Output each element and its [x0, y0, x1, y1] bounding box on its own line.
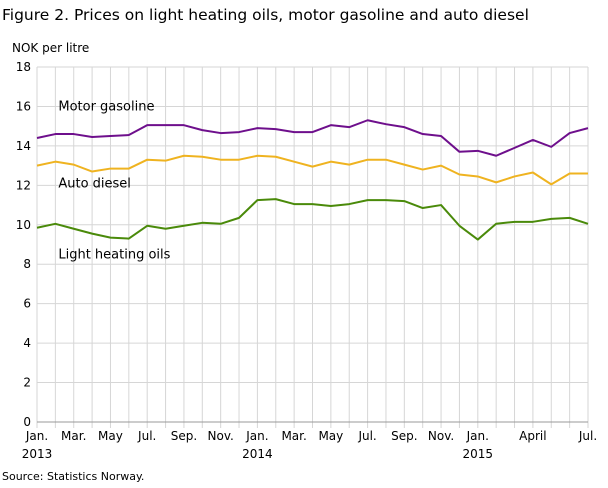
x-tick-label: Nov. — [428, 429, 454, 443]
y-tick-label: 8 — [23, 257, 31, 271]
y-axis-label: NOK per litre — [12, 41, 89, 55]
x-tick-label: Sep. — [391, 429, 417, 443]
chart-title: Figure 2. Prices on light heating oils, … — [2, 6, 529, 24]
line-chart: NOK per litre 0 2 4 6 8 10 12 14 16 18 Jan. 2013 Mar… — [12, 41, 597, 461]
x-tick-label: Jul. — [137, 429, 156, 443]
x-tick-label: Jan. — [245, 429, 268, 443]
x-tick-label: Sep. — [171, 429, 197, 443]
x-tick-label: May — [318, 429, 343, 443]
series-label: Auto diesel — [58, 176, 131, 191]
series-line — [36, 198, 589, 241]
x-tick-label: Mar. — [61, 429, 86, 443]
series-label: Light heating oils — [58, 247, 170, 262]
x-tick-label: Jul. — [357, 429, 376, 443]
y-tick-label: 10 — [16, 218, 31, 232]
y-tick-label: 18 — [16, 60, 31, 74]
x-year-label: 2013 — [22, 447, 53, 461]
y-tick-label: 16 — [16, 99, 31, 113]
series-label: Motor gasoline — [58, 99, 154, 114]
x-tick-label: Mar. — [281, 429, 306, 443]
x-tick-label: Jan. — [25, 429, 48, 443]
x-tick-label: April — [519, 429, 546, 443]
x-tick-label: Jan. — [466, 429, 489, 443]
y-tick-label: 2 — [23, 376, 31, 390]
series-line — [36, 154, 588, 186]
x-tick-label: May — [98, 429, 123, 443]
y-tick-label: 12 — [16, 178, 31, 192]
source-note: Source: Statistics Norway. — [2, 470, 145, 483]
y-tick-label: 6 — [23, 297, 31, 311]
x-tick-label: Jul. — [578, 429, 597, 443]
y-tick-label: 4 — [23, 336, 31, 350]
y-tick-label: 0 — [23, 415, 31, 429]
y-tick-label: 14 — [16, 139, 31, 153]
x-tick-label: Nov. — [208, 429, 234, 443]
series-line — [36, 119, 589, 157]
x-year-label: 2015 — [463, 447, 494, 461]
x-year-label: 2014 — [242, 447, 273, 461]
